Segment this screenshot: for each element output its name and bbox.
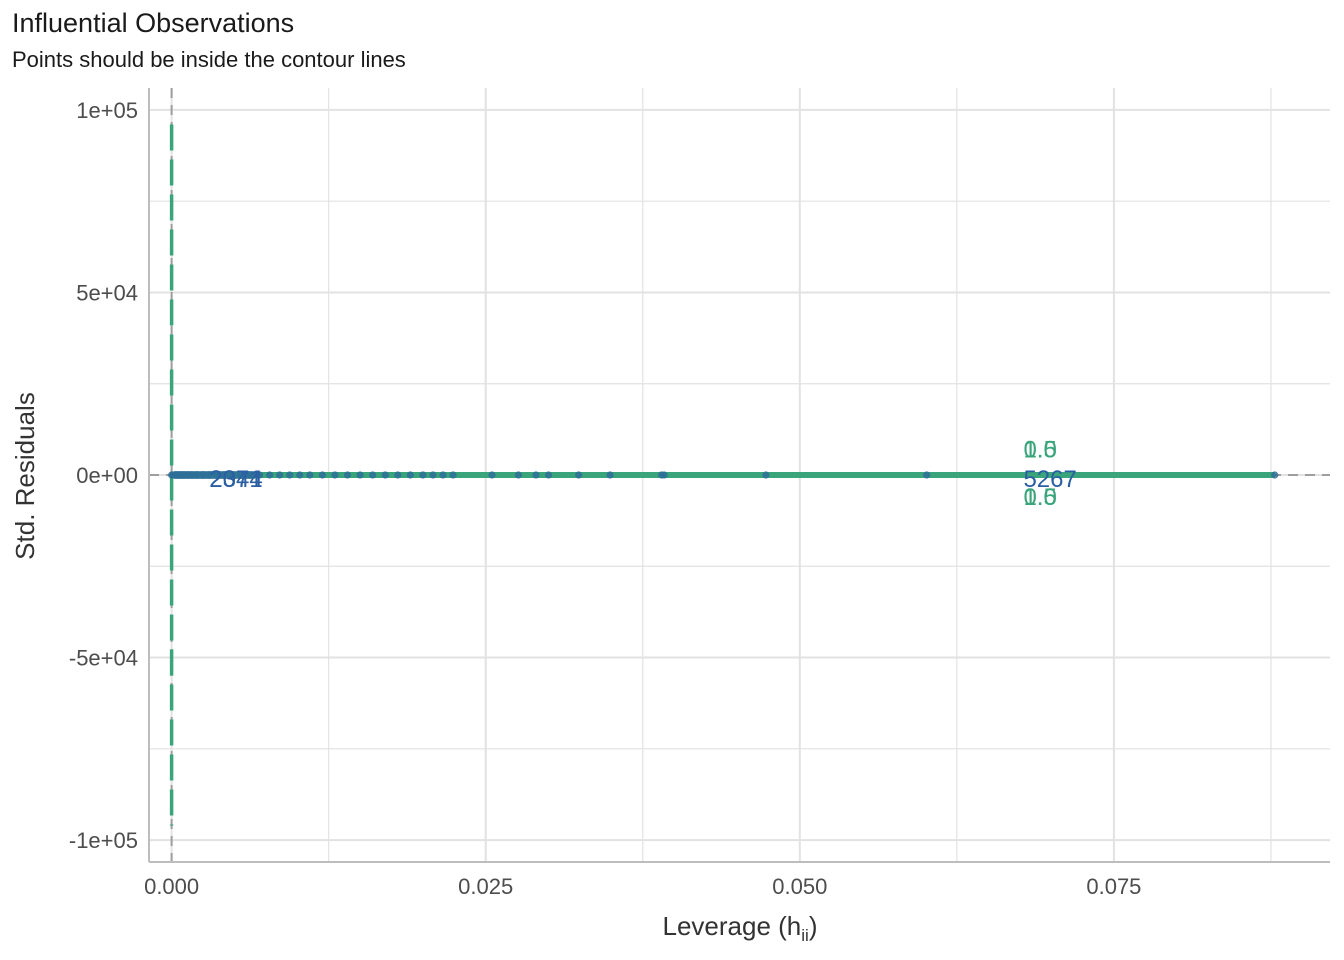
x-tick-label: 0.050 (772, 874, 827, 899)
dense-point-cluster (171, 471, 258, 479)
contour-label: 0.5 (1023, 484, 1056, 511)
data-point (266, 471, 274, 479)
data-point (369, 471, 377, 479)
y-tick-label: -1e+05 (69, 828, 138, 853)
data-point (318, 471, 326, 479)
x-axis-title-main: Leverage (h (663, 911, 802, 941)
data-point (1271, 471, 1279, 479)
data-point (255, 471, 264, 479)
data-point (429, 471, 437, 479)
x-tick-label: 0.025 (458, 874, 513, 899)
data-point (488, 471, 496, 479)
contour-label: 0.5 (1023, 436, 1056, 463)
tick-labels: 0.000 0.025 0.050 0.075 1e+05 5e+04 0e+00 -5e+0… (69, 98, 1142, 899)
chart-subtitle: Points should be inside the contour line… (12, 47, 406, 72)
y-axis-title: Std. Residuals (10, 392, 40, 560)
data-point (439, 471, 447, 479)
data-points (168, 471, 1279, 479)
data-point (331, 471, 339, 479)
y-tick-label: -5e+04 (69, 646, 138, 671)
data-point (449, 471, 457, 479)
data-point (532, 471, 540, 479)
data-point (660, 471, 668, 479)
x-axis-title-subscript: ii (801, 926, 809, 945)
data-point (762, 471, 770, 479)
contour-label: 1.0 (1023, 436, 1056, 463)
data-point (306, 471, 314, 479)
y-tick-label: 1e+05 (76, 98, 138, 123)
data-point (356, 471, 364, 479)
axes (148, 88, 1330, 863)
x-tick-label: 0.000 (144, 874, 199, 899)
data-point (419, 471, 427, 479)
data-point (575, 471, 583, 479)
x-axis-title: Leverage (hii) (663, 911, 818, 945)
data-point (406, 471, 414, 479)
data-point (606, 471, 614, 479)
point-label: 2044 (209, 466, 262, 493)
data-point (544, 471, 553, 479)
y-tick-label: 0e+00 (76, 463, 138, 488)
data-point (381, 471, 389, 479)
data-point (394, 471, 402, 479)
contour-label: 1.0 (1023, 484, 1056, 511)
chart-title: Influential Observations (12, 8, 295, 38)
point-label: 2371 (209, 466, 262, 493)
data-point (923, 471, 931, 479)
data-point (296, 471, 304, 479)
x-tick-label: 0.075 (1086, 874, 1141, 899)
data-point (286, 471, 294, 479)
data-point (276, 471, 284, 479)
x-axis-title-suffix: ) (809, 911, 818, 941)
data-point (343, 471, 352, 479)
y-tick-label: 5e+04 (76, 280, 138, 305)
data-point (514, 471, 522, 479)
point-label: 5267 (1023, 466, 1076, 493)
